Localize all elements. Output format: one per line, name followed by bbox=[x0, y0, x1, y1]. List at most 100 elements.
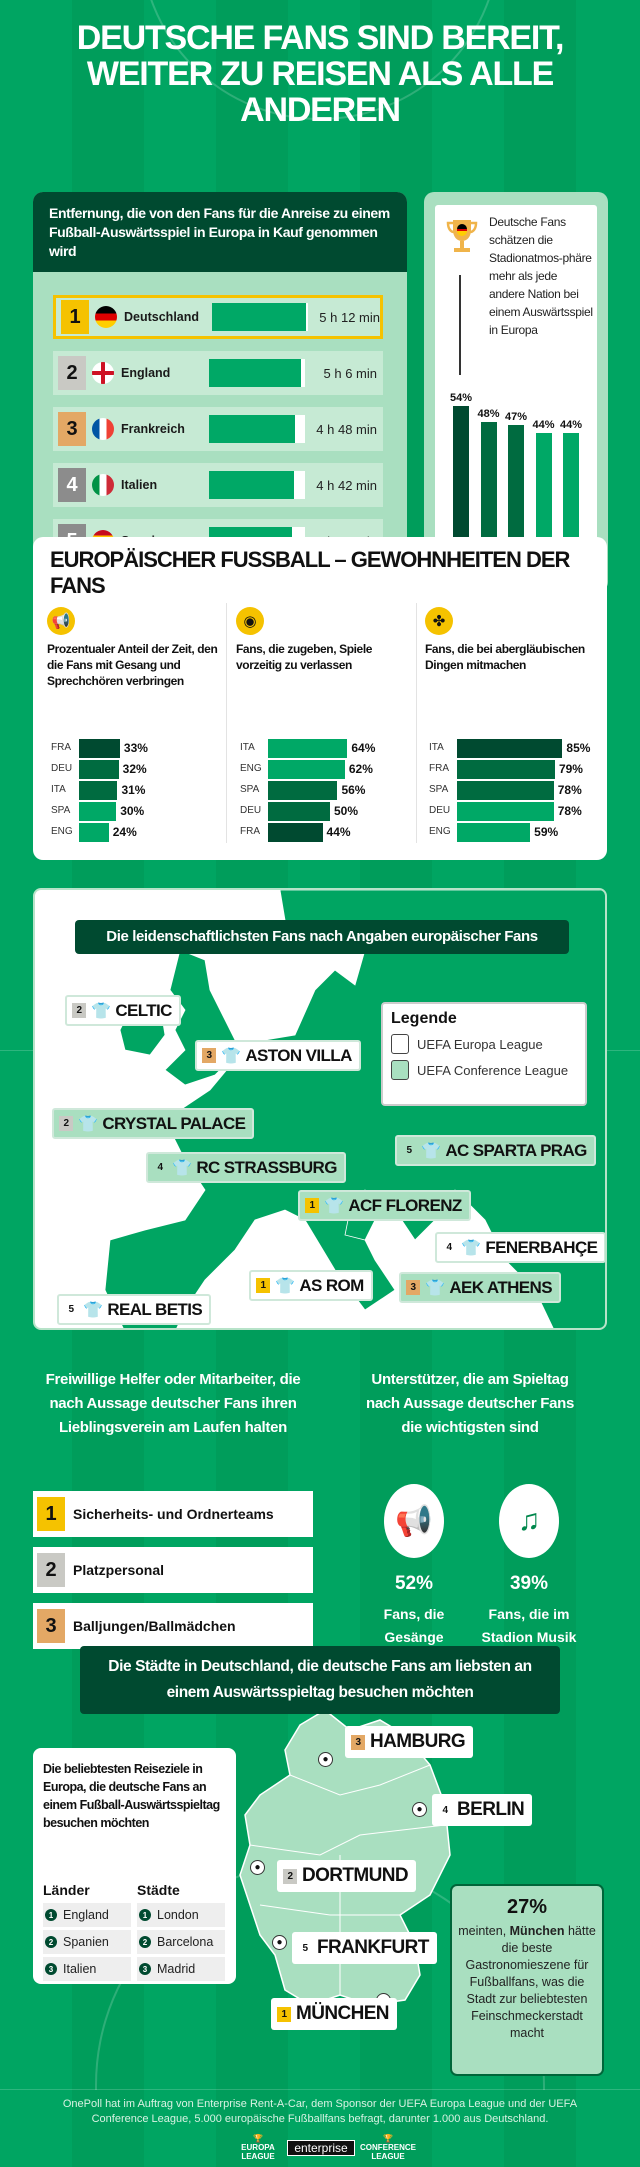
helper-label: Sicherheits- und Ordnerteams bbox=[73, 1506, 274, 1522]
europa-league-logo: 🏆 EUROPA LEAGUE bbox=[241, 2134, 275, 2161]
destination-country: 3 Italien bbox=[43, 1957, 131, 1981]
club-name: RC STRASSBURG bbox=[196, 1157, 337, 1177]
destination-city: 3 Madrid bbox=[137, 1957, 225, 1981]
callout-text-after: hätte die beste Gastronomieszene für Fuß… bbox=[465, 1924, 596, 2040]
atmosphere-value-label: 54% bbox=[449, 392, 473, 405]
club-name: REAL BETIS bbox=[107, 1299, 203, 1319]
city-label: 2 DORTMUND bbox=[277, 1860, 417, 1892]
pitch-line bbox=[0, 2089, 640, 2090]
logo-text: enterprise bbox=[294, 2141, 348, 2155]
habit-bar-row: SPA 78% bbox=[425, 781, 600, 801]
destination-city-name: Barcelona bbox=[157, 1935, 214, 1949]
logo-text: EUROPA LEAGUE bbox=[241, 2143, 275, 2161]
europe-map-card: Die leidenschaftlichsten Fans nach Angab… bbox=[33, 888, 607, 1330]
habit-bar bbox=[268, 802, 330, 821]
divider bbox=[226, 603, 227, 843]
page-title: DEUTSCHE FANS SIND BEREIT, WEITER ZU REI… bbox=[76, 19, 565, 129]
whistle-icon: ◉ bbox=[236, 607, 264, 635]
habit-bar bbox=[457, 781, 554, 800]
habit-bar bbox=[457, 823, 531, 842]
travel-distance-heading: Entfernung, die von den Fans für die Anr… bbox=[33, 192, 407, 272]
helper-item: 1 Sicherheits- und Ordnerteams bbox=[33, 1491, 313, 1537]
habit-value-label: 24% bbox=[112, 825, 137, 839]
rank-badge: 2 bbox=[37, 1553, 65, 1587]
habit-heading: Fans, die zugeben, Spiele vorzeitig zu v… bbox=[236, 642, 373, 672]
rank-badge: 5 bbox=[406, 1145, 413, 1156]
habit-category-label: SPA bbox=[240, 784, 260, 795]
destination-country-name: Spanien bbox=[63, 1935, 109, 1949]
habit-category-label: SPA bbox=[429, 784, 449, 795]
helper-item: 2 Platzpersonal bbox=[33, 1547, 313, 1593]
music-note-icon: ♫ bbox=[499, 1484, 559, 1558]
habit-value-label: 56% bbox=[341, 783, 366, 797]
habit-bar bbox=[268, 781, 338, 800]
callout-city: München bbox=[509, 1924, 565, 1938]
rank-badge: 3 bbox=[406, 1280, 420, 1295]
habit-category-label: ENG bbox=[240, 763, 262, 774]
club-label: 3 👕 ASTON VILLA bbox=[195, 1040, 361, 1071]
helper-label: Balljungen/Ballmädchen bbox=[73, 1618, 236, 1634]
habit-bar-row: FRA 44% bbox=[236, 823, 411, 843]
destination-city-name: Madrid bbox=[157, 1962, 196, 1976]
distance-row: 3 Frankreich 4 h 48 min bbox=[53, 407, 383, 451]
shirt-icon: 👕 bbox=[221, 1047, 241, 1065]
country-name: Italien bbox=[121, 478, 158, 492]
city-name: HAMBURG bbox=[370, 1731, 466, 1752]
habit-bar bbox=[268, 739, 348, 758]
france-flag-icon bbox=[92, 418, 114, 440]
habit-category-label: ITA bbox=[51, 784, 66, 795]
atmosphere-bar bbox=[535, 433, 552, 553]
stadium-atmosphere-card: Deutsche Fans schätzen die Stadionatmos-… bbox=[424, 192, 608, 592]
habit-bar bbox=[79, 760, 119, 779]
callout-text-before: meinten, bbox=[458, 1924, 510, 1938]
rank-badge: 4 bbox=[157, 1162, 164, 1173]
habit-category-label: FRA bbox=[429, 763, 449, 774]
habit-bar bbox=[79, 739, 120, 758]
habit-bar-row: SPA 56% bbox=[236, 781, 411, 801]
club-name: CELTIC bbox=[115, 1000, 172, 1020]
trophy-icon bbox=[445, 217, 479, 257]
rank-badge: 1 bbox=[305, 1198, 319, 1213]
habit-category-label: DEU bbox=[429, 805, 451, 816]
club-name: AEK ATHENS bbox=[449, 1277, 552, 1297]
map-legend: Legende UEFA Europa League UEFA Conferen… bbox=[381, 1002, 587, 1106]
rank-badge: 2 bbox=[72, 1003, 86, 1018]
football-pin-icon: ● bbox=[412, 1802, 427, 1817]
map-title: Die leidenschaftlichsten Fans nach Angab… bbox=[75, 920, 569, 954]
rank-badge: 2 bbox=[58, 356, 86, 390]
clover-icon: ✤ bbox=[425, 607, 453, 635]
city-label: 4 BERLIN bbox=[432, 1794, 533, 1826]
habit-value-label: 64% bbox=[351, 741, 376, 755]
habit-category-label: SPA bbox=[51, 805, 71, 816]
helper-label: Platzpersonal bbox=[73, 1562, 165, 1578]
fan-habits-card: EUROPÄISCHER FUSSBALL – GEWOHNHEITEN DER… bbox=[33, 537, 607, 860]
destinations-card: Die beliebtesten Reiseziele in Europa, d… bbox=[33, 1748, 236, 1984]
supporter-percent: 39% bbox=[509, 1573, 549, 1594]
travel-distance-card: Entfernung, die von den Fans für die Anr… bbox=[33, 192, 407, 592]
distance-bar-track bbox=[209, 359, 305, 387]
megaphone-icon: 📢 bbox=[47, 607, 75, 635]
cities-header: Städte bbox=[137, 1882, 180, 1898]
club-label: 2 👕 CRYSTAL PALACE bbox=[52, 1108, 255, 1139]
shirt-icon: 👕 bbox=[91, 1002, 111, 1020]
habit-category-label: ITA bbox=[240, 742, 255, 753]
rank-badge: 3 bbox=[58, 412, 86, 446]
habit-value-label: 33% bbox=[123, 741, 148, 755]
shirt-icon: 👕 bbox=[172, 1159, 192, 1177]
habit-value-label: 32% bbox=[122, 762, 147, 776]
destination-country-name: England bbox=[63, 1908, 109, 1922]
habit-value-label: 78% bbox=[557, 783, 582, 797]
habit-bar bbox=[79, 781, 118, 800]
club-label: 1 👕 ACF FLORENZ bbox=[298, 1190, 471, 1221]
germany-flag-icon bbox=[95, 306, 117, 328]
rank-badge: 4 bbox=[58, 468, 86, 502]
arrow-down-icon bbox=[459, 275, 461, 375]
club-label: 5 👕 AC SPARTA PRAG bbox=[395, 1135, 596, 1166]
habit-value-label: 59% bbox=[534, 825, 559, 839]
habit-value-label: 44% bbox=[326, 825, 351, 839]
habit-value-label: 78% bbox=[557, 804, 582, 818]
rank-badge: 5 bbox=[302, 1942, 309, 1954]
rank-badge: 4 bbox=[446, 1242, 453, 1253]
shirt-icon: 👕 bbox=[83, 1301, 103, 1319]
shirt-icon: 👕 bbox=[421, 1142, 441, 1160]
